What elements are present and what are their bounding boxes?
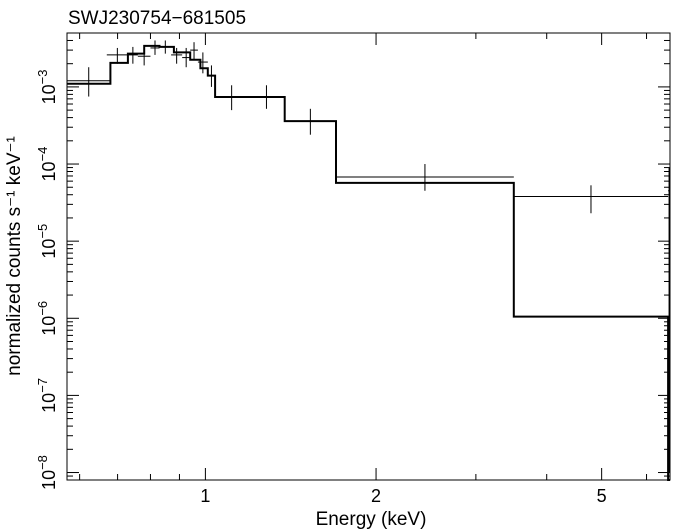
y-tick-label: 10−4 xyxy=(35,147,59,182)
plot-frame xyxy=(66,32,671,481)
y-tick-label-base: 10 xyxy=(39,239,59,259)
x-tick-label: 2 xyxy=(371,486,381,506)
y-tick-label-exponent: −5 xyxy=(35,224,50,239)
y-tick-label: 10−5 xyxy=(35,224,59,259)
y-tick-label-base: 10 xyxy=(39,393,59,413)
x-tick-labels: 1 2 5 xyxy=(200,486,606,506)
y-tick-label-exponent: −7 xyxy=(35,378,50,393)
y-tick-label-exponent: −6 xyxy=(35,301,50,316)
model-step-line xyxy=(67,44,670,481)
y-tick-label-base: 10 xyxy=(39,470,59,490)
model-series xyxy=(67,44,670,481)
y-tick-label-exponent: −3 xyxy=(35,69,50,84)
data-series xyxy=(67,40,670,473)
x-tick-label: 5 xyxy=(597,486,607,506)
y-tick-labels: 10−810−710−610−510−410−3 xyxy=(35,69,59,489)
y-axis-label: normalized counts s⁻¹ keV⁻¹ xyxy=(4,136,25,376)
y-tick-label: 10−7 xyxy=(35,378,59,413)
y-tick-label: 10−3 xyxy=(35,69,59,104)
y-tick-label-base: 10 xyxy=(39,161,59,181)
x-axis-label: Energy (keV) xyxy=(316,509,427,530)
y-tick-label-exponent: −8 xyxy=(35,455,50,470)
y-tick-label-base: 10 xyxy=(39,84,59,104)
x-tick-label: 1 xyxy=(200,486,210,506)
y-tick-label-base: 10 xyxy=(39,316,59,336)
y-tick-label: 10−6 xyxy=(35,301,59,336)
chart-title: SWJ230754−681505 xyxy=(68,8,246,29)
y-tick-label-exponent: −4 xyxy=(35,147,50,162)
y-tick-label: 10−8 xyxy=(35,455,59,490)
axis-ticks xyxy=(67,32,670,481)
